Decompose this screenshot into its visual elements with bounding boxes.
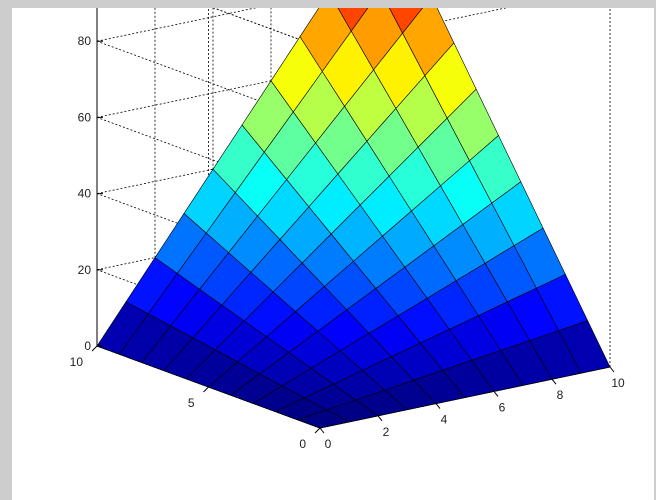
x-tick-label: 8 [557, 388, 564, 402]
z-tick-label: 60 [78, 110, 92, 124]
y-tick-label: 10 [70, 355, 84, 369]
tick-marks [91, 40, 615, 434]
y-tick-label: 0 [299, 437, 306, 451]
z-tick-label: 80 [78, 34, 92, 48]
z-tick-label: 20 [78, 263, 92, 277]
z-tick-label: 40 [78, 187, 92, 201]
surface-plot: 02040608010002468100510 [70, 8, 625, 451]
y-tick [203, 386, 209, 393]
x-tick [319, 427, 325, 434]
tick-labels: 02040608010002468100510 [70, 34, 625, 451]
x-tick-label: 4 [441, 413, 448, 427]
y-tick-label: 5 [188, 396, 195, 410]
x-tick-label: 10 [611, 376, 625, 390]
surface-patch [337, 8, 369, 32]
x-tick [377, 415, 383, 422]
x-tick-label: 2 [383, 425, 390, 439]
grid-line [96, 193, 321, 276]
y-tick [91, 345, 98, 352]
x-tick [609, 366, 615, 373]
surface-patches [96, 8, 611, 429]
y-tick [314, 427, 321, 434]
grid-line [96, 117, 321, 200]
grid-line [96, 269, 321, 353]
grid-line [96, 56, 388, 118]
grid-line [96, 40, 321, 124]
x-tick-label: 0 [325, 437, 332, 451]
x-tick [551, 378, 557, 385]
x-tick-label: 6 [499, 400, 506, 414]
plot-area: 02040608010002468100510 [12, 8, 654, 500]
surface-patch [558, 320, 611, 374]
x-tick [493, 391, 499, 397]
grid-line [96, 8, 257, 42]
z-tick-label: 0 [84, 339, 91, 353]
x-tick [435, 403, 441, 409]
